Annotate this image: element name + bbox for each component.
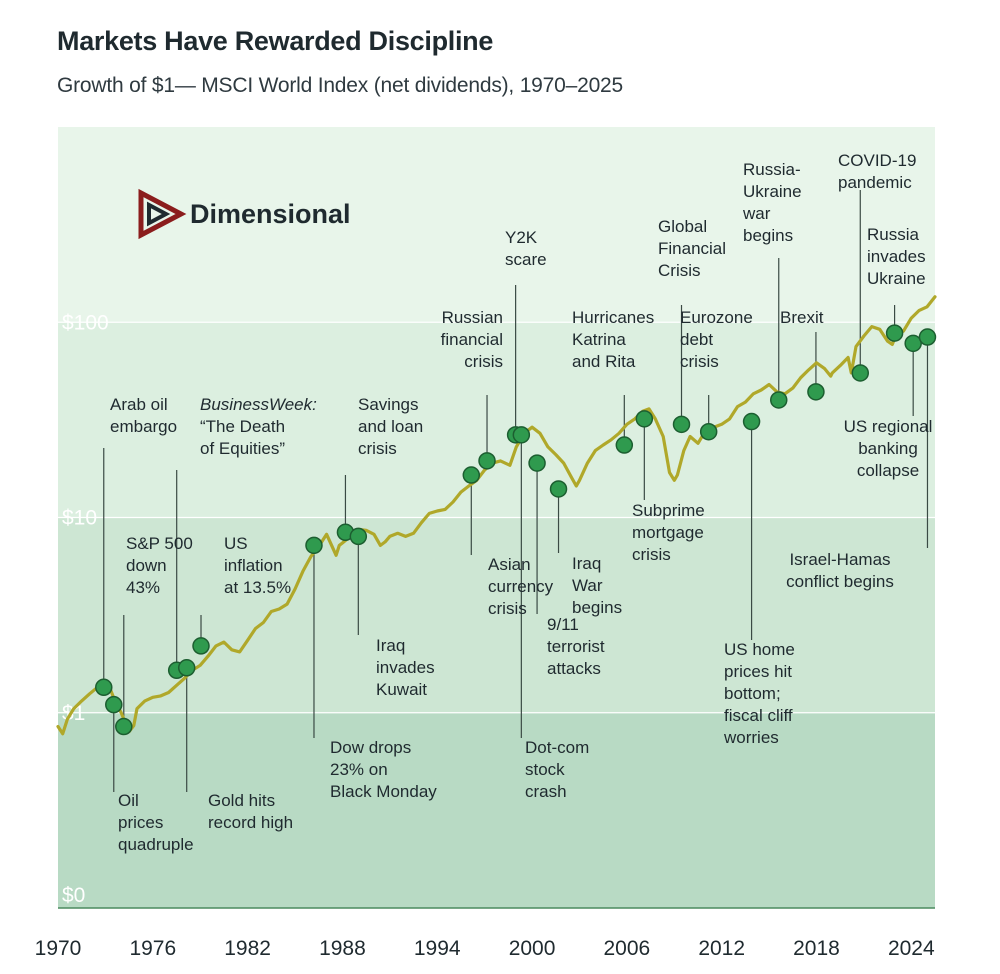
event-marker	[770, 391, 788, 409]
x-tick-label: 1988	[319, 937, 366, 960]
event-label: Dot-com stock crash	[525, 738, 589, 801]
event-label: US home prices hit bottom; fiscal cliff worr…	[723, 640, 795, 747]
event-label: Iraq War begins	[572, 554, 622, 617]
x-tick-label: 1976	[129, 937, 176, 960]
dimensional-logo-icon	[138, 188, 187, 240]
event-label: BusinessWeek: “The Death of Equities”	[200, 395, 317, 458]
event-label: Savings and loan crisis	[358, 395, 423, 458]
event-annotations: Arab oil embargo Oil prices quadruple S&P 500…	[110, 151, 932, 854]
x-tick-label: 2024	[888, 937, 935, 960]
page-title: Markets Have Rewarded Discipline	[57, 26, 494, 56]
series-line	[56, 295, 937, 736]
event-marker	[807, 383, 825, 401]
y-axis: $0$1$10$100	[62, 311, 109, 907]
x-tick-label: 1970	[35, 937, 82, 960]
event-label: Iraq invades Kuwait	[376, 636, 435, 699]
event-label: Russia-Ukraine war begins	[742, 160, 802, 245]
event-label: Gold hits record high	[208, 791, 293, 832]
page-subtitle: Growth of $1— MSCI World Index (net divi…	[57, 74, 624, 97]
event-label: Russia invades Ukraine	[867, 225, 926, 288]
x-tick-label: 2000	[509, 937, 556, 960]
y-tick-label: $100	[62, 311, 109, 334]
event-marker	[672, 415, 691, 434]
event-marker	[635, 410, 654, 428]
event-label: Israel-Hamas conflict begins	[786, 550, 894, 591]
event-label: Brexit	[780, 308, 824, 327]
event-marker	[549, 480, 568, 498]
event-marker	[95, 678, 113, 697]
chart-band-3	[58, 712, 935, 908]
event-marker	[177, 659, 196, 677]
x-tick-label: 2012	[698, 937, 745, 960]
event-marker	[478, 452, 496, 470]
chart-bands	[58, 127, 935, 909]
event-marker	[851, 364, 870, 382]
x-tick-label: 2006	[604, 937, 651, 960]
x-tick-label: 1994	[414, 937, 461, 960]
event-label: US regional banking collapse	[844, 417, 933, 480]
event-marker	[699, 422, 718, 441]
event-label: Asian currency crisis	[488, 555, 554, 618]
chart-band-2	[58, 517, 935, 713]
event-marker	[512, 426, 531, 444]
event-marker	[105, 695, 123, 714]
x-tick-label: 1982	[224, 937, 271, 960]
event-label: S&P 500 down 43%	[126, 534, 193, 597]
event-marker	[462, 466, 481, 484]
event-label: Y2K scare	[505, 228, 547, 269]
event-label: Oil prices quadruple	[118, 791, 194, 854]
event-leaders	[103, 190, 929, 792]
x-axis: 1970 1976 1982 1988 1994 2000 2006 2012 2018 2024	[35, 937, 935, 960]
event-marker	[615, 436, 634, 454]
event-marker	[904, 334, 922, 353]
event-marker	[349, 527, 368, 546]
event-marker	[918, 328, 937, 346]
event-marker	[528, 454, 546, 472]
event-label: Russian financial crisis	[441, 308, 503, 371]
event-label: Dow drops 23% on Black Monday	[330, 738, 437, 801]
event-marker	[742, 412, 761, 431]
event-marker	[115, 717, 133, 736]
event-marker	[885, 324, 904, 342]
event-label: COVID-19 pandemic	[838, 151, 916, 192]
chart-band-0	[58, 127, 935, 323]
y-tick-label: $10	[62, 507, 97, 530]
dimensional-logo: Dimensional	[138, 188, 351, 240]
event-label: Subprime mortgage crisis	[632, 501, 705, 564]
event-markers	[95, 324, 937, 736]
event-label: Hurricanes Katrina and Rita	[572, 308, 654, 371]
event-label: 9/11 terrorist attacks	[547, 615, 605, 678]
event-marker	[192, 637, 210, 655]
event-label: Arab oil embargo	[110, 395, 177, 436]
series-lines	[56, 295, 937, 736]
event-label: Eurozone debt crisis	[680, 308, 753, 371]
event-marker	[305, 536, 323, 555]
dimensional-logo-text: Dimensional	[190, 199, 351, 229]
chart-band-1	[58, 322, 935, 518]
x-tick-label: 2018	[793, 937, 840, 960]
event-label: Global Financial Crisis	[658, 217, 726, 280]
y-tick-label: $0	[62, 884, 85, 907]
event-label: US inflation at 13.5%	[224, 534, 291, 597]
